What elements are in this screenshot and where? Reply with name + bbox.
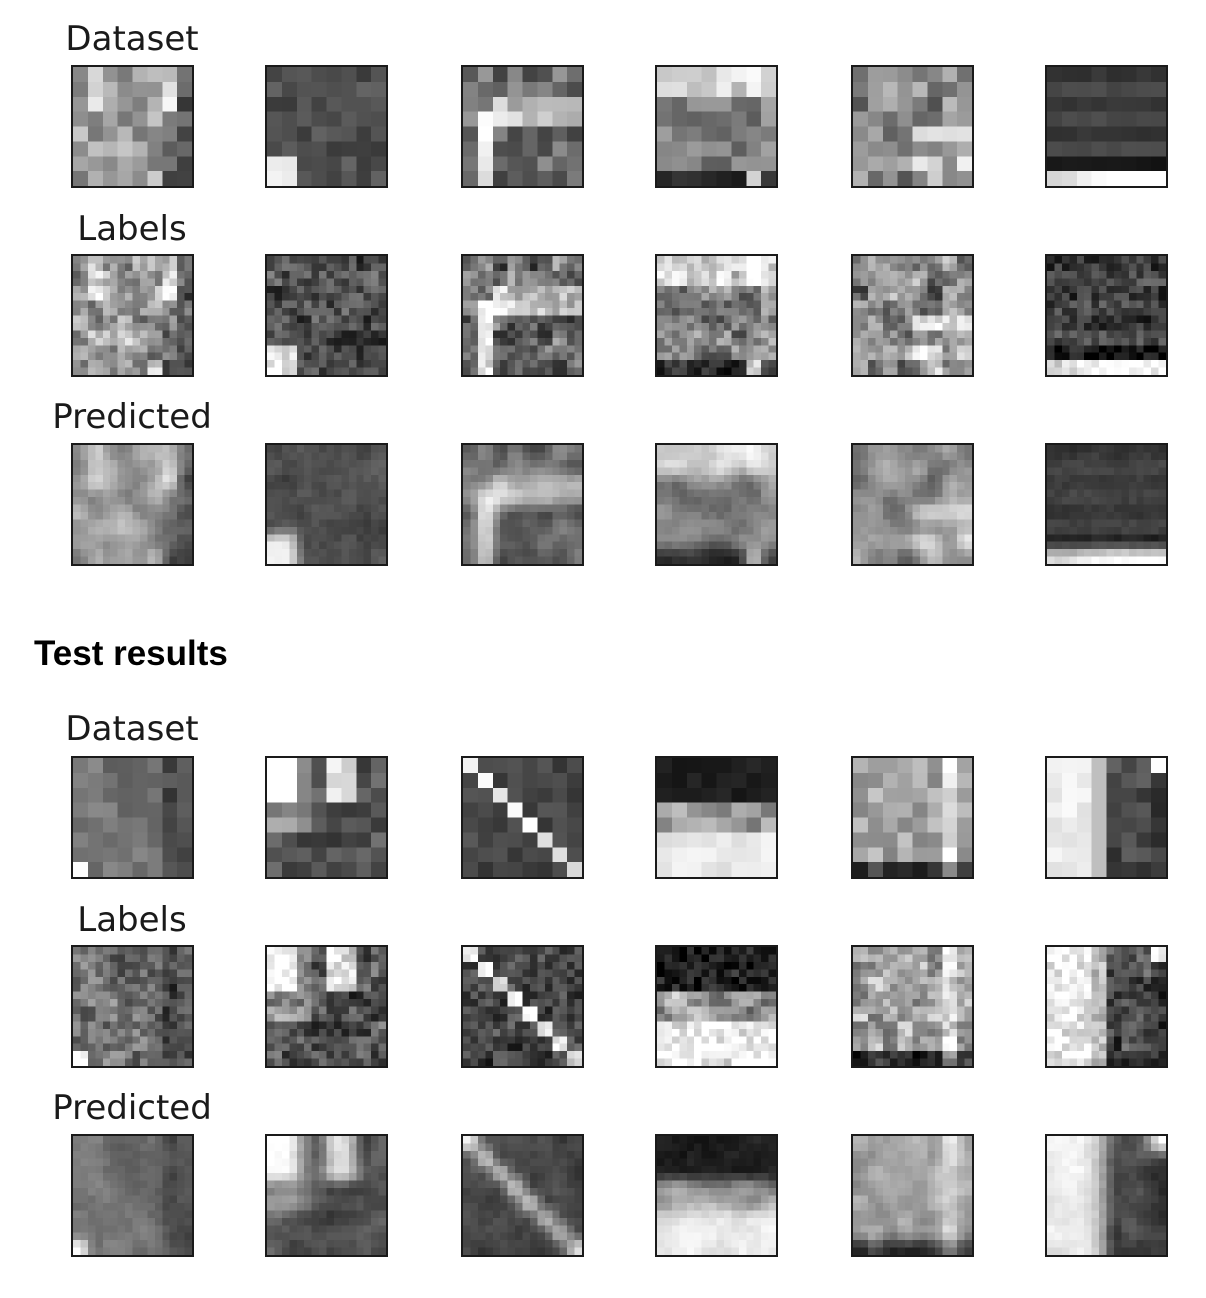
- train-predicted-image-3: [461, 443, 584, 566]
- test-predicted-image-6: [1045, 1134, 1168, 1257]
- test-labels-image-3: [461, 945, 584, 1068]
- train-dataset-image-1: [71, 65, 194, 188]
- test-predicted-image-3: [461, 1134, 584, 1257]
- test-predicted-image-5: [851, 1134, 974, 1257]
- test-dataset-image-6: [1045, 756, 1168, 879]
- train-predicted-image-2: [265, 443, 388, 566]
- test-labels-image-5: [851, 945, 974, 1068]
- train-dataset-image-5: [851, 65, 974, 188]
- test-labels-row-label: Labels: [77, 900, 187, 940]
- test-predicted-image-1: [71, 1134, 194, 1257]
- train-dataset-image-3: [461, 65, 584, 188]
- test-results-heading: Test results: [34, 634, 228, 673]
- test-labels-image-2: [265, 945, 388, 1068]
- train-predicted-row-label: Predicted: [52, 397, 212, 437]
- test-dataset-image-4: [655, 756, 778, 879]
- test-predicted-image-2: [265, 1134, 388, 1257]
- test-labels-image-1: [71, 945, 194, 1068]
- test-dataset-image-3: [461, 756, 584, 879]
- test-labels-image-6: [1045, 945, 1168, 1068]
- train-labels-row-label: Labels: [77, 209, 187, 249]
- test-dataset-image-2: [265, 756, 388, 879]
- train-labels-image-2: [265, 254, 388, 377]
- train-dataset-row-label: Dataset: [65, 19, 199, 59]
- train-dataset-image-2: [265, 65, 388, 188]
- test-dataset-row-label: Dataset: [65, 709, 199, 749]
- train-dataset-image-4: [655, 65, 778, 188]
- train-labels-image-5: [851, 254, 974, 377]
- train-labels-image-6: [1045, 254, 1168, 377]
- train-dataset-image-6: [1045, 65, 1168, 188]
- test-labels-image-4: [655, 945, 778, 1068]
- test-predicted-image-4: [655, 1134, 778, 1257]
- train-predicted-image-1: [71, 443, 194, 566]
- test-predicted-row-label: Predicted: [52, 1088, 212, 1128]
- train-labels-image-4: [655, 254, 778, 377]
- train-predicted-image-6: [1045, 443, 1168, 566]
- train-predicted-image-5: [851, 443, 974, 566]
- train-labels-image-3: [461, 254, 584, 377]
- train-predicted-image-4: [655, 443, 778, 566]
- test-dataset-image-5: [851, 756, 974, 879]
- train-labels-image-1: [71, 254, 194, 377]
- test-dataset-image-1: [71, 756, 194, 879]
